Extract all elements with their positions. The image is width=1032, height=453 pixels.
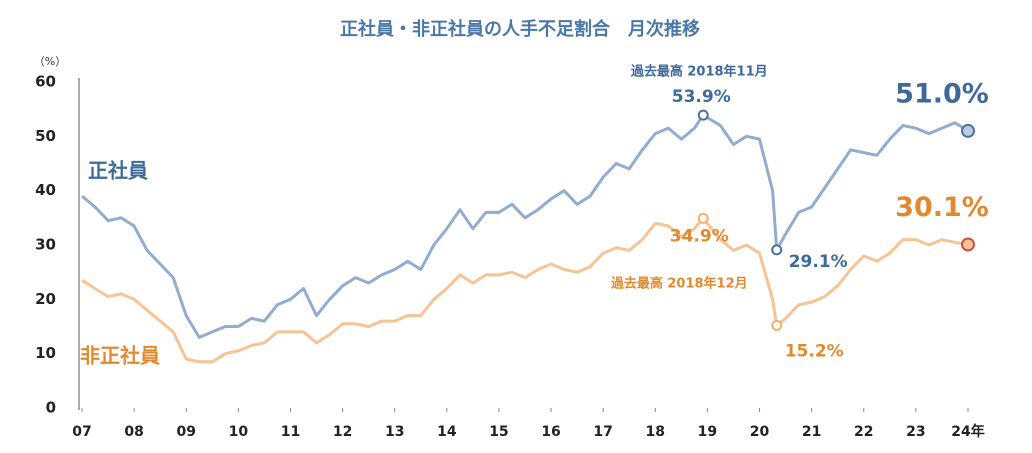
- x-tick-label: 14: [437, 424, 457, 440]
- x-tick-label: 23: [906, 424, 925, 440]
- x-tick-label: 24年: [951, 423, 984, 440]
- point-marker: [697, 109, 709, 121]
- x-tick-label: 12: [333, 424, 352, 440]
- x-tick-label: 15: [489, 424, 508, 440]
- x-tick-label: 08: [124, 424, 143, 440]
- y-tick-label: 10: [35, 344, 56, 362]
- point-marker: [961, 123, 975, 138]
- x-tick-label: 22: [854, 424, 873, 440]
- data-label: 30.1%: [895, 192, 989, 223]
- x-tick-label: 09: [176, 424, 195, 440]
- x-tick-label: 13: [385, 424, 404, 440]
- annotation: 過去最高 2018年12月: [610, 276, 748, 292]
- x-tick-label: 18: [646, 424, 665, 440]
- y-unit: （%）: [34, 55, 66, 68]
- x-tick-label: 17: [593, 424, 612, 440]
- series-label: 正社員: [88, 159, 148, 183]
- series-line: [81, 113, 969, 339]
- chart-title: 正社員・非正社員の人手不足割合 月次推移: [340, 18, 700, 40]
- point-marker: [697, 212, 709, 224]
- y-tick-label: 0: [46, 399, 56, 417]
- data-label: 34.9%: [670, 226, 729, 246]
- series-line: [81, 216, 969, 364]
- x-tick-label: 20: [750, 424, 770, 440]
- y-tick-label: 20: [35, 290, 56, 308]
- x-tick-label: 07: [72, 424, 91, 440]
- data-label: 29.1%: [789, 252, 848, 272]
- data-label: 51.0%: [895, 78, 989, 109]
- y-tick-label: 60: [35, 73, 56, 91]
- x-tick-label: 11: [281, 424, 300, 440]
- y-tick-label: 30: [35, 236, 56, 254]
- x-tick-label: 10: [229, 424, 249, 440]
- y-tick-label: 50: [35, 127, 56, 145]
- point-marker: [961, 237, 975, 252]
- x-tick-label: 19: [698, 424, 717, 440]
- annotation: 過去最高 2018年11月: [630, 64, 768, 80]
- y-tick-label: 40: [35, 181, 56, 199]
- point-marker: [771, 319, 783, 331]
- series-label: 非正社員: [80, 344, 160, 368]
- data-label: 53.9%: [672, 87, 731, 107]
- x-tick-label: 21: [802, 424, 821, 440]
- data-label: 15.2%: [785, 341, 844, 361]
- point-marker: [771, 244, 783, 256]
- x-tick-label: 16: [541, 424, 560, 440]
